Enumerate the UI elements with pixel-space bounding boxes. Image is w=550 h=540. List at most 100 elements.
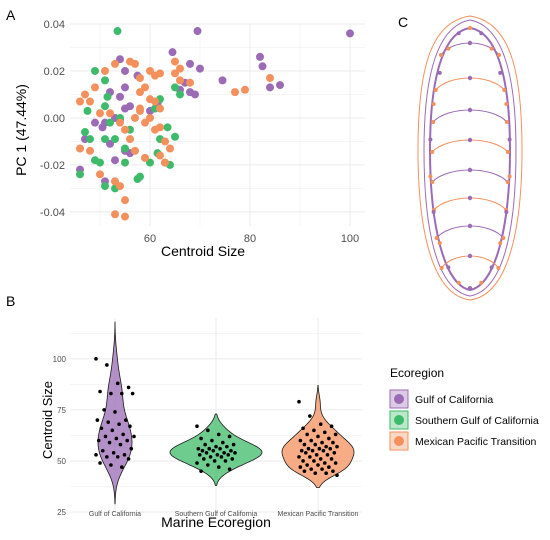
violin-point xyxy=(94,453,98,457)
violin-point xyxy=(225,444,229,449)
y-tick-label: 0.02 xyxy=(44,66,65,78)
violin-point xyxy=(208,455,213,459)
violin-point xyxy=(301,426,305,431)
scatter-point xyxy=(83,106,92,115)
violin-point xyxy=(125,438,130,443)
violin-point xyxy=(303,450,308,455)
violin-point xyxy=(215,453,220,457)
scatter-point xyxy=(151,125,159,134)
violin-point xyxy=(207,446,212,451)
legend-items: Gulf of California Southern Gulf of Calif… xyxy=(389,389,539,451)
x-tick-label: 80 xyxy=(244,233,256,245)
violin-point xyxy=(195,424,199,429)
landmark xyxy=(498,241,503,246)
shape-landmarks xyxy=(428,26,512,290)
scatter-point xyxy=(81,128,89,137)
violin-point xyxy=(222,450,226,455)
scatter-point xyxy=(256,52,264,61)
landmark xyxy=(479,280,484,285)
scatter-point xyxy=(176,90,184,99)
scatter-point xyxy=(241,85,249,94)
violin-point xyxy=(105,363,109,367)
y-tick-label: 75 xyxy=(57,406,66,415)
violin-point xyxy=(317,446,322,451)
violin-point xyxy=(308,455,312,459)
violin-point xyxy=(298,465,303,469)
scatter-point xyxy=(126,135,134,144)
landmark xyxy=(467,137,473,143)
scatter-point xyxy=(116,92,124,101)
scatter-point xyxy=(96,158,104,167)
violin-point xyxy=(103,434,108,439)
violin-point xyxy=(314,453,319,457)
violin-point xyxy=(230,457,235,461)
scatter-point xyxy=(86,146,94,155)
scatter-point xyxy=(156,104,164,113)
scatter-point xyxy=(141,118,149,127)
violin-point xyxy=(195,461,199,465)
violin-point xyxy=(113,410,117,414)
scatter-point xyxy=(111,156,119,165)
scatter-point xyxy=(266,83,274,92)
y-tick-label: 0.00 xyxy=(44,113,65,125)
landmark xyxy=(504,210,509,215)
scatter-point xyxy=(146,158,154,167)
violin-point xyxy=(115,455,120,459)
landmark xyxy=(428,137,433,142)
violin-point xyxy=(324,471,328,476)
landmark xyxy=(507,137,512,142)
scatter-point xyxy=(121,158,129,167)
panel-label-b: B xyxy=(6,293,15,309)
scatter-point xyxy=(103,92,112,101)
violin-point xyxy=(306,446,311,451)
violin-point xyxy=(310,448,315,453)
landmark xyxy=(504,120,509,124)
landmark xyxy=(502,88,507,92)
y-tick-label: -0.02 xyxy=(40,160,65,172)
scatter-point xyxy=(346,29,354,38)
scatter-point xyxy=(111,210,119,219)
landmark xyxy=(489,265,494,270)
shape-outline-gulf xyxy=(423,19,517,297)
violin-point xyxy=(199,469,203,473)
panel-label-c: C xyxy=(398,14,408,30)
scatter-y-ticks: 0.04 0.02 0.00 -0.02 -0.04 xyxy=(40,19,65,219)
violin-point xyxy=(129,446,134,451)
violin-x-label: Marine Ecoregion xyxy=(161,514,271,530)
violin-point xyxy=(331,469,335,473)
violin-point xyxy=(309,438,314,443)
violin-point xyxy=(98,389,102,394)
violin-point xyxy=(305,432,309,437)
y-tick-label: 25 xyxy=(57,508,66,517)
violin-point xyxy=(128,424,132,429)
scatter-point xyxy=(176,76,184,85)
violin-point xyxy=(199,436,203,441)
violin-point xyxy=(110,428,115,433)
violin-point xyxy=(313,442,318,447)
landmark xyxy=(505,150,510,154)
landmark xyxy=(456,31,461,36)
scatter-point xyxy=(101,135,109,144)
violin-point xyxy=(227,467,232,471)
violin-point xyxy=(335,473,339,478)
scatter-point xyxy=(136,104,144,113)
landmark xyxy=(467,195,473,201)
violin-point xyxy=(206,463,210,467)
violin-point xyxy=(333,461,338,465)
violin-point xyxy=(126,457,131,461)
violin-point xyxy=(309,467,314,471)
x-tick-label: Mexican Pacific Transition xyxy=(278,511,359,518)
scatter-point xyxy=(151,71,159,80)
landmark xyxy=(467,107,473,113)
legend: Ecoregion Gulf of California Southern Gul… xyxy=(389,366,539,451)
scatter-point xyxy=(106,118,114,127)
scatter-point xyxy=(266,74,274,83)
scatter-point xyxy=(106,109,114,118)
scatter-point xyxy=(116,55,124,64)
violin-point xyxy=(318,422,323,426)
violin-point xyxy=(196,446,201,451)
violin-point xyxy=(322,461,327,465)
violin-shape xyxy=(169,413,263,486)
y-tick-label: 50 xyxy=(57,457,66,466)
scatter-point xyxy=(218,76,227,85)
